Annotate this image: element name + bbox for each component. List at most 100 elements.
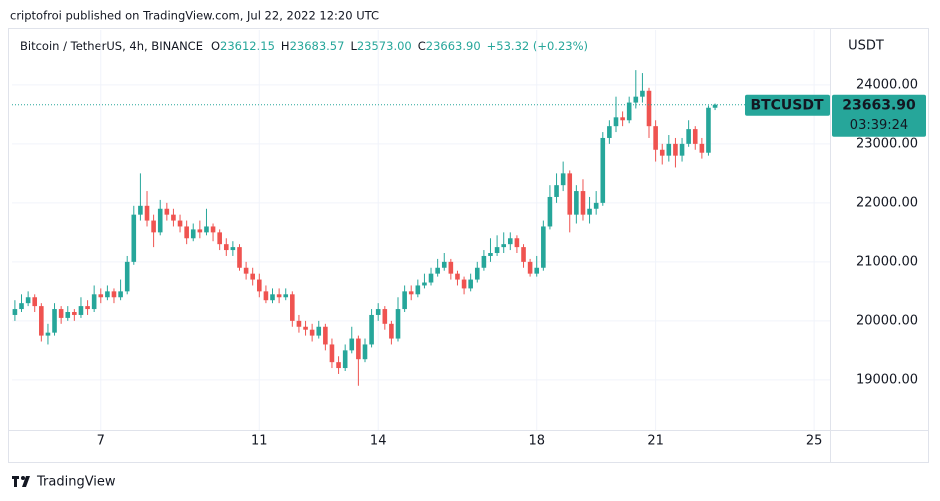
candle-body (91, 294, 97, 310)
candle-body (402, 291, 407, 310)
candle-body (382, 309, 388, 324)
candle-body (699, 143, 705, 153)
candle-body (171, 214, 176, 221)
symbol-tag-bg (745, 94, 830, 116)
candle-body (204, 226, 209, 233)
candle-body (626, 102, 632, 121)
candle-body (45, 332, 51, 336)
candle-body (468, 279, 473, 289)
candle-body (39, 306, 44, 336)
candle-body (329, 344, 335, 363)
candle-body (362, 344, 368, 360)
candle-body (111, 291, 117, 298)
chart-frame (8, 28, 929, 463)
candle-body (560, 173, 566, 186)
candle-body (580, 191, 586, 215)
candle-body (131, 214, 137, 262)
candle-body (514, 238, 520, 248)
candle-body (290, 294, 295, 321)
candle-body (78, 306, 84, 315)
candle-body (422, 282, 427, 286)
candle-body (19, 303, 24, 310)
candle-body (98, 294, 104, 298)
candle-body (237, 247, 242, 268)
candle-body (105, 291, 110, 298)
candle-body (25, 297, 31, 304)
candle-body (177, 220, 183, 227)
ohlc-key: O (211, 39, 220, 53)
candle-body (263, 291, 269, 301)
candle-body (673, 143, 678, 156)
candle-body (706, 107, 711, 153)
candle-body (283, 294, 289, 298)
candle-body (309, 329, 315, 336)
candle-body (646, 90, 652, 127)
candle-body (547, 196, 553, 227)
candle-body (692, 129, 698, 144)
y-axis-label: USDT (848, 39, 884, 54)
publisher-line: criptofroi published on TradingView.com,… (10, 9, 379, 23)
candle-body (85, 306, 90, 310)
candle-body (494, 247, 500, 254)
candle-body (375, 309, 381, 315)
candle-body (230, 247, 236, 251)
ohlc-value: 23663.90 (426, 39, 481, 53)
candle-body (607, 126, 612, 138)
x-tick-label: 7 (97, 434, 105, 449)
candle-body (408, 291, 414, 295)
candle-body (243, 267, 249, 274)
candle-body (190, 229, 196, 239)
x-tick-label: 25 (806, 434, 823, 449)
y-tick-label: 24000.00 (856, 77, 918, 92)
candle-body (659, 149, 665, 156)
candle-body (455, 273, 460, 280)
candle-body (435, 267, 440, 274)
candle-body (342, 350, 348, 369)
candle-body (72, 312, 77, 315)
candle-body (488, 253, 493, 256)
candle-body (653, 126, 658, 150)
candle-body (323, 326, 328, 345)
candle-body (620, 117, 625, 121)
candle-body (52, 309, 57, 333)
symbol-tag: BTCUSDT (750, 98, 824, 114)
candle-body (481, 255, 487, 268)
candle-body (12, 309, 18, 315)
ohlc-value: 23573.00 (357, 39, 412, 53)
candle-body (151, 220, 156, 233)
candle-body (527, 261, 533, 274)
candle-body (197, 229, 203, 233)
candle-body (118, 291, 123, 298)
candle-body (600, 137, 606, 203)
candle-body (65, 312, 71, 318)
ohlc-value: 23683.57 (290, 39, 345, 53)
candle-body (303, 326, 308, 330)
candle-body (164, 208, 170, 215)
candle-body (316, 326, 322, 336)
change-value: +53.32 (+0.23%) (487, 39, 588, 53)
candle-body (157, 208, 163, 233)
brand-logo (12, 476, 30, 487)
ohlc-key: L (350, 39, 357, 53)
candle-body (554, 185, 559, 197)
candle-body (521, 247, 526, 262)
candle-body (257, 279, 262, 292)
y-tick-label: 21000.00 (856, 254, 918, 269)
candle-body (395, 309, 401, 339)
candle-body (356, 338, 361, 360)
candle-body (593, 202, 599, 209)
candle-body (686, 129, 691, 144)
y-tick-label: 19000.00 (856, 372, 918, 387)
price-tag-bg (832, 94, 926, 137)
candle-body (679, 143, 685, 156)
candle-body (613, 117, 619, 127)
ohlc-value: 23612.15 (220, 39, 275, 53)
candle-body (124, 261, 130, 292)
candle-body (428, 273, 434, 283)
candle-body (32, 297, 38, 307)
price-tag-countdown: 03:39:24 (850, 118, 908, 133)
candle-body (144, 205, 150, 221)
candle-body (389, 323, 394, 339)
header-title: Bitcoin / TetherUS, 4h, BINANCE (20, 39, 203, 53)
